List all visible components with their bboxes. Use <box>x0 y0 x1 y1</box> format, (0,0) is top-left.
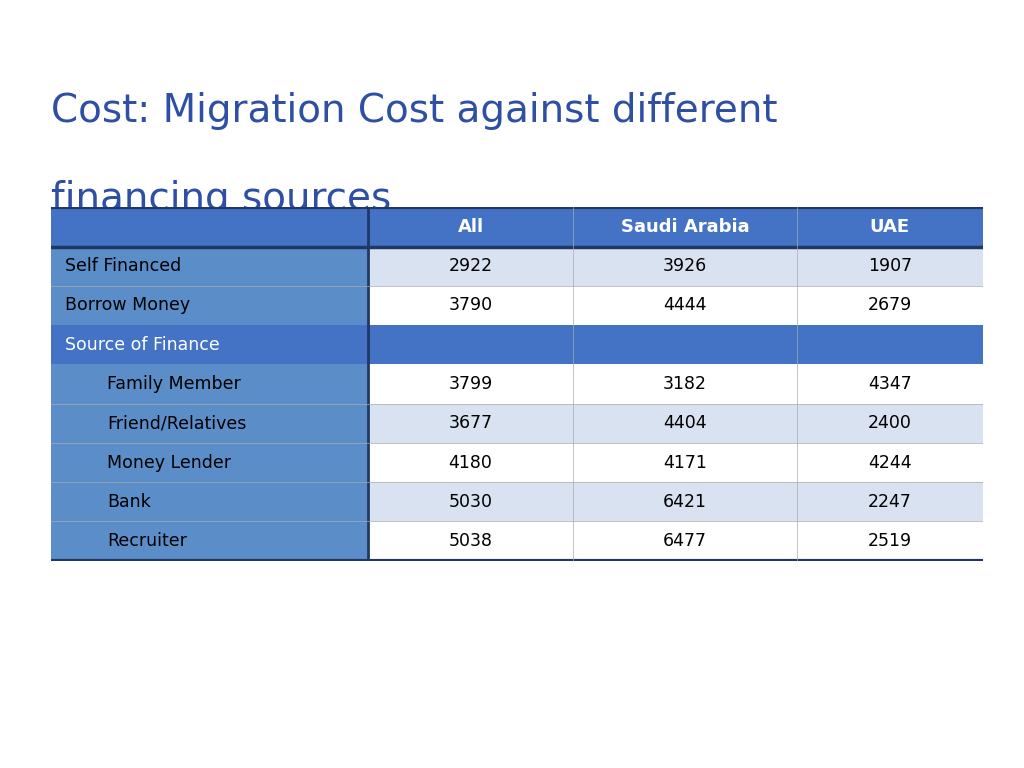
Text: Family Member: Family Member <box>108 375 241 393</box>
Text: 1907: 1907 <box>867 257 912 275</box>
Text: Self Financed: Self Financed <box>66 257 181 275</box>
Text: 3677: 3677 <box>449 414 493 432</box>
Text: 4171: 4171 <box>663 454 707 472</box>
Text: Recruiter: Recruiter <box>108 532 187 550</box>
Text: 4244: 4244 <box>868 454 911 472</box>
Text: 2400: 2400 <box>868 414 911 432</box>
Bar <box>51 404 368 443</box>
Bar <box>368 521 983 561</box>
Text: 2519: 2519 <box>867 532 912 550</box>
Bar <box>368 286 983 325</box>
Bar <box>368 404 983 443</box>
Bar <box>51 286 368 325</box>
Text: Saudi Arabia: Saudi Arabia <box>621 218 750 236</box>
Bar <box>368 325 983 364</box>
Text: 2247: 2247 <box>868 493 911 511</box>
Bar <box>51 443 368 482</box>
Text: Money Lender: Money Lender <box>108 454 231 472</box>
Text: 6421: 6421 <box>663 493 707 511</box>
Text: 4404: 4404 <box>663 414 707 432</box>
Bar <box>368 247 983 286</box>
Text: UAE: UAE <box>869 218 910 236</box>
Bar <box>51 482 368 521</box>
Text: 4180: 4180 <box>449 454 493 472</box>
Text: 3926: 3926 <box>663 257 707 275</box>
Text: 4444: 4444 <box>664 296 707 314</box>
Bar <box>51 207 983 247</box>
Text: financing sources: financing sources <box>51 180 391 218</box>
Text: 5030: 5030 <box>449 493 493 511</box>
Bar <box>51 325 368 364</box>
Text: Borrow Money: Borrow Money <box>66 296 190 314</box>
Bar <box>368 482 983 521</box>
Text: Cost: Migration Cost against different: Cost: Migration Cost against different <box>51 92 777 130</box>
Text: 2679: 2679 <box>867 296 912 314</box>
Text: 6477: 6477 <box>663 532 707 550</box>
Text: All: All <box>458 218 483 236</box>
Text: 3790: 3790 <box>449 296 493 314</box>
Bar <box>368 443 983 482</box>
Bar <box>51 364 368 404</box>
Bar <box>51 521 368 561</box>
Bar <box>51 247 368 286</box>
Text: 3799: 3799 <box>449 375 493 393</box>
Text: 5038: 5038 <box>449 532 493 550</box>
Text: Friend/Relatives: Friend/Relatives <box>108 414 247 432</box>
Text: 2922: 2922 <box>449 257 493 275</box>
Text: 3182: 3182 <box>663 375 707 393</box>
Text: Source of Finance: Source of Finance <box>66 336 220 354</box>
Text: 4347: 4347 <box>868 375 911 393</box>
Text: Bank: Bank <box>108 493 151 511</box>
Bar <box>368 364 983 404</box>
